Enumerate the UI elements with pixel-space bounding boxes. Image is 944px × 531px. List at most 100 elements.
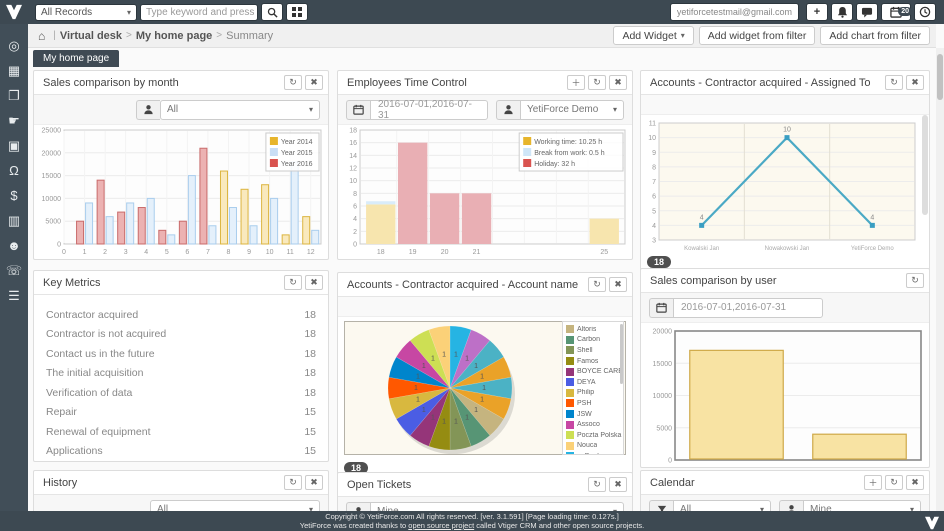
yetiforce-logo-icon — [6, 4, 22, 20]
legend-scrollbar[interactable] — [620, 324, 623, 384]
close-button[interactable]: ✖ — [906, 75, 924, 90]
sidebar-item-organization-icon[interactable]: ▥ — [7, 213, 21, 228]
yetiforce-logo[interactable] — [0, 0, 28, 24]
calendar-icon — [656, 302, 667, 313]
svg-text:1: 1 — [442, 351, 446, 358]
global-search-input[interactable]: Type keyword and press enter — [140, 3, 258, 21]
key-metric-row[interactable]: Verification of data 18 — [46, 383, 316, 403]
widget-accounts-assigned-to: Accounts - Contractor acquired - Assigne… — [640, 70, 930, 276]
date-range-button[interactable] — [346, 99, 370, 120]
legend-swatch — [566, 335, 574, 344]
key-metric-row[interactable]: Applications 15 — [46, 442, 316, 462]
close-button[interactable]: ✖ — [609, 75, 627, 90]
key-metric-value: 18 — [304, 347, 316, 360]
widget-header: Accounts - Contractor acquired - Assigne… — [641, 71, 929, 95]
search-button[interactable] — [261, 3, 283, 21]
quick-create-button[interactable]: + — [806, 3, 828, 21]
add-button[interactable]: ＋ — [567, 75, 585, 90]
advanced-search-button[interactable] — [286, 3, 308, 21]
svg-text:6: 6 — [652, 194, 656, 201]
sidebar-item-database-icon[interactable]: ☰ — [8, 288, 20, 303]
key-metric-row[interactable]: Contractor acquired 18 — [46, 305, 316, 325]
date-range-input[interactable]: 2016-07-01,2016-07-31 — [370, 99, 488, 121]
svg-text:10: 10 — [266, 249, 274, 256]
user-filter-button[interactable] — [496, 99, 520, 120]
pie-legend[interactable]: Altoris Carbon Shell Famos BOYCE CARBON DEYA P… — [562, 321, 624, 455]
user-email-button[interactable]: yetiforcetestmail@gmail.com — [669, 3, 799, 21]
refresh-button[interactable]: ↻ — [588, 477, 606, 492]
breadcrumb-my-home-page[interactable]: My home page — [135, 29, 213, 42]
sidebar-item-marketing-hand-icon[interactable]: ☛ — [8, 113, 20, 128]
key-metric-row[interactable]: Exchange15 — [46, 461, 316, 462]
widget-title: Sales comparison by user — [650, 274, 777, 287]
close-button[interactable]: ✖ — [305, 275, 323, 290]
refresh-button[interactable]: ↻ — [885, 475, 903, 490]
svg-text:1: 1 — [83, 249, 87, 256]
svg-text:5: 5 — [165, 249, 169, 256]
key-metric-label: Verification of data — [46, 386, 133, 399]
key-metric-row[interactable]: Repair 15 — [46, 403, 316, 423]
owner-filter-button[interactable] — [136, 99, 160, 120]
calendar-reminders-button[interactable]: 20 — [881, 3, 912, 21]
topbar: All Records ▾ Type keyword and press ent… — [0, 0, 944, 24]
refresh-button[interactable]: ↻ — [885, 75, 903, 90]
home-icon[interactable]: ⌂ — [38, 28, 46, 43]
key-metric-value: 15 — [304, 445, 316, 458]
key-metric-row[interactable]: Contractor is not acquired 18 — [46, 325, 316, 345]
widget-scrollbar[interactable] — [922, 115, 928, 215]
chat-button[interactable] — [856, 3, 878, 21]
widget-title: Sales comparison by month — [43, 76, 179, 89]
refresh-button[interactable]: ↻ — [906, 273, 924, 288]
footer-logo — [924, 516, 940, 530]
refresh-button[interactable]: ↻ — [284, 75, 302, 90]
svg-text:16: 16 — [349, 140, 357, 147]
widget-header: History ↻ ✖ — [34, 471, 328, 495]
sidebar-item-phone-icon[interactable]: ☏ — [5, 263, 23, 278]
close-button[interactable]: ✖ — [906, 475, 924, 490]
calendar-badge: 20 — [898, 7, 912, 16]
sidebar-item-dashboard-compass-icon[interactable]: ◎ — [8, 38, 20, 53]
open-source-link[interactable]: open source project — [408, 521, 475, 530]
add-widget-button[interactable]: Add Widget ▾ — [613, 26, 694, 45]
user-filter-select[interactable]: YetiForce Demo ▾ — [520, 99, 624, 120]
add-chart-from-filter-button[interactable]: Add chart from filter — [820, 26, 930, 45]
close-button[interactable]: ✖ — [609, 477, 627, 492]
close-button[interactable]: ✖ — [305, 475, 323, 490]
refresh-button[interactable]: ↻ — [588, 277, 606, 292]
scrollbar-thumb[interactable] — [937, 54, 943, 100]
sidebar-item-companies-icon[interactable]: ▦ — [7, 63, 21, 78]
date-range-input[interactable]: 2016-07-01,2016-07-31 — [673, 297, 823, 318]
chat-icon — [861, 7, 873, 18]
refresh-button[interactable]: ↻ — [588, 75, 606, 90]
sidebar-item-support-headset-icon[interactable]: Ω — [9, 163, 19, 178]
key-metric-row[interactable]: The initial acquisition 18 — [46, 364, 316, 384]
sales-by-user-chart: 0 5000 10000 15000 20000 — [653, 329, 922, 465]
add-button[interactable]: ＋ — [864, 475, 882, 490]
records-scope-select[interactable]: All Records ▾ — [35, 3, 137, 21]
close-button[interactable]: ✖ — [609, 277, 627, 292]
svg-text:11: 11 — [649, 121, 656, 128]
notifications-button[interactable] — [831, 3, 853, 21]
refresh-button[interactable]: ↻ — [284, 475, 302, 490]
owner-filter-select[interactable]: All ▾ — [160, 99, 320, 120]
key-metric-row[interactable]: Contact us in the future 18 — [46, 344, 316, 364]
tab-my-home-page[interactable]: My home page — [33, 50, 120, 67]
key-metric-row[interactable]: Renewal of equipment 15 — [46, 422, 316, 442]
refresh-button[interactable]: ↻ — [284, 275, 302, 290]
svg-text:10000: 10000 — [42, 196, 62, 203]
sidebar-item-briefcase-icon[interactable]: ▣ — [7, 138, 21, 153]
sidebar-item-contacts-person-icon[interactable]: ☻ — [7, 238, 21, 253]
legend-label: Shell — [577, 346, 593, 354]
date-range-button[interactable] — [649, 297, 673, 318]
recent-history-button[interactable] — [914, 3, 936, 21]
page-scrollbar[interactable] — [936, 48, 944, 511]
breadcrumb-virtual-desk[interactable]: Virtual desk — [59, 29, 123, 42]
sidebar-item-documents-icon[interactable]: ❐ — [8, 88, 20, 103]
svg-text:1: 1 — [422, 407, 426, 414]
svg-text:1: 1 — [422, 363, 426, 370]
sidebar-item-sales-dollar-icon[interactable]: $ — [10, 188, 18, 203]
legend-swatch — [566, 367, 574, 376]
close-button[interactable]: ✖ — [305, 75, 323, 90]
legend-label: BOYCE CARBON — [577, 368, 622, 376]
add-widget-from-filter-button[interactable]: Add widget from filter — [698, 26, 816, 45]
